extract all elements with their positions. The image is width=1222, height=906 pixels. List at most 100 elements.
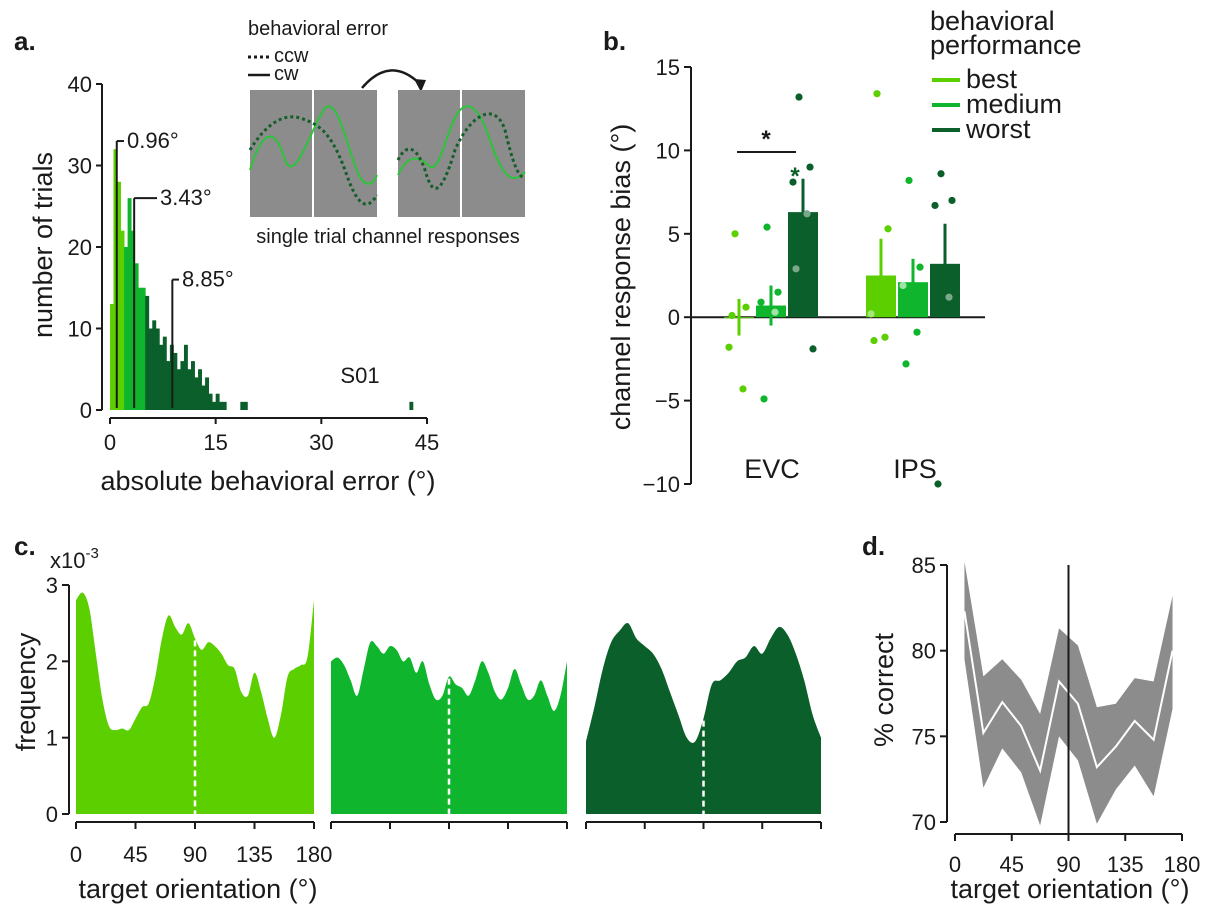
- inset-right-ccw-curve: [396, 112, 526, 190]
- panel-c-xlabel: target orientation (°): [79, 874, 318, 904]
- subject-point: [731, 230, 739, 238]
- category-evc: EVC: [744, 454, 800, 484]
- y-tick-label: −10: [643, 472, 680, 497]
- y-tick-label: −5: [655, 389, 680, 414]
- subject-point: [884, 225, 892, 233]
- x-tick-label: 135: [1107, 852, 1144, 877]
- panel-c-axes: 0 45 90 135 180 0 1 2 3: [46, 573, 822, 867]
- y-tick-label: 70: [912, 810, 936, 835]
- histogram-bar: [134, 263, 139, 410]
- y-tick-label: 10: [656, 138, 680, 163]
- y-tick-label: 75: [912, 724, 936, 749]
- panel-a-ylabel: number of trials: [28, 152, 58, 338]
- x-tick-label: 90: [1056, 852, 1080, 877]
- panel-a-histogram: 0.96° 3.43° 8.85° 0 10 20 30 40 0 15 30 45 absolut…: [28, 18, 526, 496]
- subject-point: [742, 303, 750, 311]
- legend-label-worst: worst: [965, 114, 1031, 144]
- panel-label-a: a.: [14, 26, 36, 56]
- panel-b-points: [725, 90, 956, 488]
- subject-point: [803, 210, 811, 218]
- histogram-bar: [180, 361, 185, 410]
- y-tick-label: 2: [46, 649, 58, 674]
- histogram-bar: [215, 393, 220, 410]
- subject-point: [771, 308, 779, 316]
- panel-c-ylabel: frequency: [11, 632, 41, 751]
- y-tick-label: 10: [68, 317, 92, 342]
- subject-point: [728, 311, 736, 320]
- histogram-bar: [219, 401, 224, 410]
- histogram-bar: [198, 369, 202, 410]
- subject-point: [760, 395, 768, 403]
- histogram-bar: [166, 361, 171, 410]
- panel-label-b: b.: [603, 26, 626, 56]
- x-tick-label: 135: [236, 842, 273, 867]
- legend-title-line2: performance: [930, 30, 1082, 60]
- x-tick-label: 45: [123, 842, 147, 867]
- histogram-bar: [208, 393, 213, 410]
- x-tick-label: 0: [70, 842, 82, 867]
- transition-arrow-icon: [361, 69, 421, 89]
- panel-c-distributions: 0 45 90 135 180 0 1 2 3 x10-3 frequency target o…: [11, 545, 822, 904]
- panel-d-plot: [963, 561, 1174, 834]
- significance-star-worst: *: [790, 163, 800, 190]
- x-tick-label: 0: [949, 852, 961, 877]
- y-tick-label: 3: [46, 573, 58, 598]
- subject-point: [739, 385, 747, 393]
- inset-caption: single trial channel responses: [256, 226, 520, 248]
- histogram-bar: [173, 352, 178, 410]
- histogram-bar: [138, 287, 143, 410]
- subject-point: [795, 93, 803, 101]
- panel-b-barchart: −10 −5 0 5 10 15 channel response bias (°) EV…: [606, 6, 1082, 497]
- inset-legend-cw: cw: [274, 63, 299, 85]
- multiplier-label: x10-3: [50, 545, 99, 573]
- subject-point: [881, 333, 889, 341]
- histogram-bar: [145, 295, 150, 410]
- x-tick-label: 45: [415, 430, 439, 455]
- subject-point: [902, 360, 910, 368]
- y-tick-label: 20: [68, 235, 92, 260]
- histogram-bars: [110, 149, 414, 410]
- inset-channel-responses: behavioral error ccw cw single trial cha…: [248, 18, 526, 248]
- panel-b-ylabel: channel response bias (°): [606, 124, 636, 430]
- panel-label-d: d.: [862, 531, 885, 561]
- inset-title: behavioral error: [248, 18, 388, 40]
- marker-label: 0.96°: [127, 128, 179, 153]
- panel-d-accuracy: 70 75 80 85 0 45 90 135 180 % correct target ori…: [869, 553, 1200, 904]
- x-tick-label: 90: [183, 842, 207, 867]
- subject-point: [873, 90, 881, 98]
- inset-legend-ccw: ccw: [274, 45, 309, 67]
- legend-title-line1: behavioral: [930, 6, 1055, 36]
- histogram-bar: [117, 181, 121, 410]
- subject-point: [899, 281, 907, 290]
- subject-point: [792, 265, 800, 273]
- histogram-bar: [152, 320, 157, 410]
- histogram-bar: [120, 230, 125, 410]
- inset-left-ccw-curve: [248, 115, 379, 206]
- arrowhead-icon: [414, 79, 426, 92]
- subject-point: [948, 196, 956, 205]
- subject-point: [905, 176, 913, 185]
- histogram-bar: [124, 247, 129, 410]
- x-tick-label: 180: [296, 842, 333, 867]
- panel-a-axes: 0 10 20 30 40 0 15 30 45: [68, 72, 440, 455]
- y-tick-label: 1: [46, 726, 58, 751]
- histogram-bar: [155, 328, 160, 410]
- y-tick-label: 40: [68, 72, 92, 97]
- legend-label-best: best: [966, 64, 1018, 94]
- subject-point: [763, 223, 771, 231]
- histogram-bar: [162, 336, 167, 410]
- subject-point: [934, 480, 942, 488]
- subject-point: [870, 336, 878, 345]
- subject-point: [931, 201, 939, 210]
- histogram-bar: [212, 401, 217, 410]
- subject-point: [867, 310, 875, 318]
- histogram-bar: [176, 369, 181, 410]
- marker-label: 3.43°: [160, 185, 212, 210]
- inset-left-cw-curve: [249, 105, 378, 185]
- y-tick-label: 5: [668, 222, 680, 247]
- subject-point: [937, 170, 945, 178]
- subject-annotation: S01: [340, 363, 379, 388]
- panel-d-axes: 70 75 80 85 0 45 90 135 180: [912, 553, 1201, 877]
- histogram-bar: [148, 328, 153, 410]
